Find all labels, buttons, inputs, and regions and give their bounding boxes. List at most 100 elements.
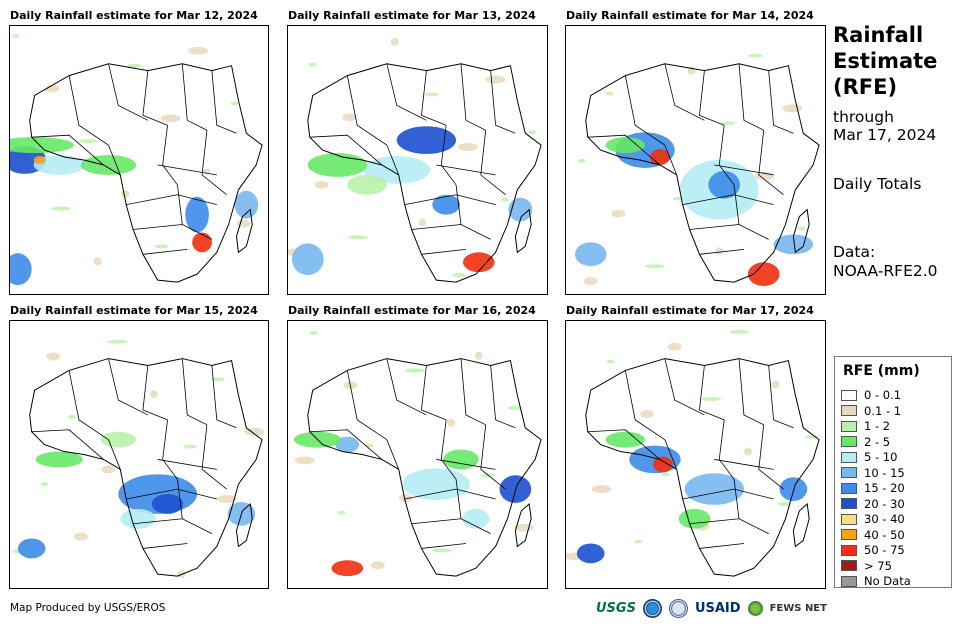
rainfall-map-mar17 — [565, 320, 826, 589]
country-border — [455, 184, 462, 225]
light-rain-patch — [782, 104, 803, 113]
light-rain-patch — [500, 197, 509, 202]
light-rain-patch — [577, 159, 586, 163]
country-border — [587, 429, 661, 460]
rainfall-area — [10, 137, 74, 154]
country-border — [386, 358, 427, 416]
light-rain-patch — [729, 329, 749, 334]
light-rain-patch — [149, 390, 158, 399]
rainfall-area — [574, 242, 607, 267]
country-border — [142, 70, 168, 126]
light-rain-patch — [154, 244, 169, 249]
legend-item: 50 - 75 — [841, 543, 905, 557]
country-border — [699, 248, 744, 255]
madagascar-outline — [792, 208, 810, 254]
country-border — [386, 439, 400, 470]
light-rain-patch — [107, 339, 128, 344]
rainfall-area — [192, 232, 212, 253]
country-border — [587, 134, 661, 166]
rainfall-area — [773, 234, 814, 255]
rainfall-area — [291, 243, 324, 276]
legend-label: 10 - 15 — [864, 465, 905, 480]
legend-swatch — [841, 405, 857, 416]
country-border — [460, 358, 486, 426]
africa-map-svg — [293, 330, 542, 577]
rainfall-area — [576, 543, 605, 564]
country-border — [108, 63, 149, 121]
light-rain-patch — [458, 143, 478, 152]
noaa-logo-icon — [642, 598, 662, 618]
legend-label: > 75 — [864, 558, 892, 573]
light-rain-patch — [101, 465, 116, 474]
legend-swatch — [841, 420, 857, 432]
light-rain-patch — [51, 206, 72, 211]
light-rain-patch — [715, 247, 724, 256]
light-rain-patch — [485, 75, 506, 84]
panel-title-mar14: Daily Rainfall estimate for Mar 14, 2024 — [566, 9, 814, 22]
country-border — [201, 130, 227, 196]
madagascar-outline — [235, 502, 253, 548]
country-border — [346, 75, 388, 146]
country-border — [699, 365, 725, 421]
country-border — [758, 424, 784, 490]
country-border — [699, 543, 744, 549]
country-border — [181, 358, 208, 426]
country-border — [738, 358, 764, 426]
light-rain-patch — [645, 264, 665, 269]
country-border — [142, 248, 188, 255]
country-border — [455, 479, 462, 519]
light-rain-patch — [432, 548, 453, 553]
light-rain-patch — [398, 494, 413, 502]
light-rain-patch — [314, 180, 329, 189]
legend-swatch — [841, 451, 857, 463]
legend-label: 20 - 30 — [864, 496, 905, 511]
legend-item: 2 - 5 — [841, 435, 890, 449]
light-rain-patch — [127, 63, 141, 68]
country-border — [490, 365, 516, 429]
rainfall-area — [443, 449, 479, 470]
country-border — [157, 459, 217, 470]
light-rain-patch — [188, 46, 208, 55]
country-border — [440, 125, 457, 186]
country-border — [404, 194, 496, 206]
country-border — [386, 144, 400, 176]
legend-label: 50 - 75 — [864, 543, 905, 557]
country-border — [480, 130, 506, 196]
light-rain-patch — [777, 501, 792, 506]
country-border — [181, 63, 208, 131]
through-label: through — [833, 108, 894, 126]
legend-swatch — [841, 544, 857, 556]
panel-title-mar15: Daily Rainfall estimate for Mar 15, 2024 — [10, 304, 258, 317]
legend-swatch — [841, 529, 857, 540]
africa-coastline — [585, 358, 820, 577]
legend-item: 15 - 20 — [841, 481, 905, 495]
country-border — [309, 134, 383, 166]
light-rain-patch — [661, 472, 670, 477]
light-rain-patch — [805, 434, 820, 439]
country-border — [758, 130, 784, 196]
light-rain-patch — [447, 418, 456, 427]
light-rain-patch — [605, 91, 614, 96]
country-border — [460, 63, 486, 131]
legend-item: 0 - 0.1 — [841, 388, 901, 402]
rainfall-area — [402, 468, 470, 500]
country-border — [31, 134, 104, 166]
country-border — [624, 75, 666, 146]
country-border — [177, 479, 183, 519]
rainfall-area — [347, 174, 387, 195]
rainfall-area — [605, 431, 646, 448]
through-date: Mar 17, 2024 — [833, 126, 937, 144]
legend-item: 30 - 40 — [841, 512, 905, 526]
country-border — [718, 419, 735, 480]
country-border — [211, 365, 237, 429]
rainfall-area — [508, 197, 533, 222]
fews-net-logo: FEWS NET — [769, 602, 827, 614]
light-rain-patch — [748, 53, 763, 58]
light-rain-patch — [11, 33, 20, 38]
country-border — [682, 488, 774, 500]
rainfall-area — [461, 508, 490, 529]
panel-title-mar16: Daily Rainfall estimate for Mar 16, 2024 — [288, 304, 536, 317]
light-rain-patch — [74, 532, 88, 541]
madagascar-outline — [514, 502, 532, 548]
country-border — [157, 164, 217, 176]
